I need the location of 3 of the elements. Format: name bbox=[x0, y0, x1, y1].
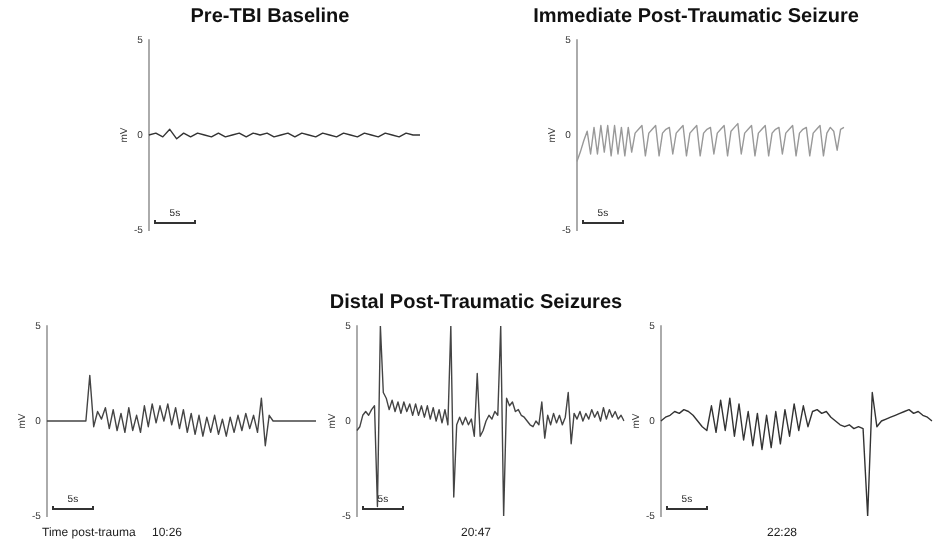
chart-title: Distal Post-Traumatic Seizures bbox=[329, 290, 623, 318]
chart-title: Pre-TBI Baseline bbox=[190, 4, 350, 32]
chart-title: Immediate Post-Traumatic Seizure bbox=[533, 4, 859, 32]
